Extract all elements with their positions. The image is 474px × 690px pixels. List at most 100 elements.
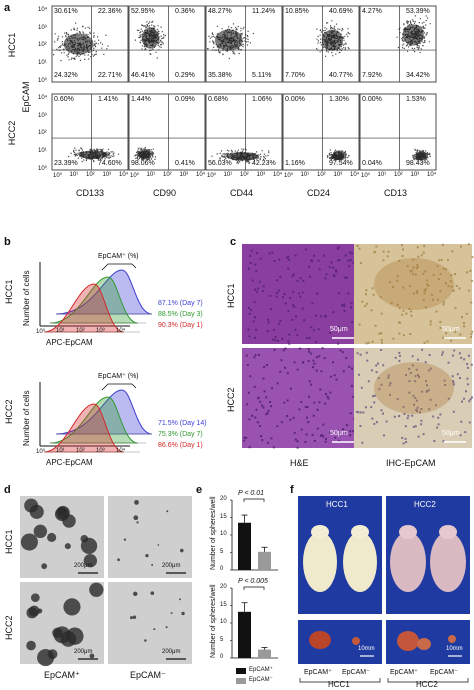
y-tick: 10³ (38, 112, 47, 119)
bar-ylabel: Number of spheres/well (210, 584, 217, 658)
column-label-2: CD44 (230, 188, 254, 198)
quadrant-tr: 1.06% (252, 96, 272, 103)
sphere-row-label-0: HCC1 (4, 529, 14, 554)
x-tick: 10² (317, 172, 326, 178)
legend-entry-2: 90.3% (Day 1) (158, 322, 203, 329)
quadrant-tl: 0.60% (54, 96, 74, 103)
quadrant-tr: 11.24% (252, 8, 276, 15)
legend-swatch (236, 668, 246, 674)
x-tick: 10⁰ (130, 173, 140, 179)
y-tick: 10¹ (38, 59, 47, 66)
bar-y-tick: 15 (220, 601, 227, 608)
flow-plot-0-3 (282, 5, 360, 83)
bar-legend-entry: EpCAM⁻ (249, 677, 273, 683)
histogram-x-tick: 10⁴ (116, 328, 126, 334)
bar-y-tick: 5 (220, 636, 224, 643)
panel-label-c: c (230, 236, 237, 248)
sphere-scale-label: 200μm (74, 649, 93, 655)
quadrant-tl: 0.00% (285, 96, 305, 103)
histogram-x-tick: 10⁴ (116, 448, 126, 454)
bar-1-1 (258, 649, 271, 658)
quadrant-tl: 0.68% (208, 96, 228, 103)
quadrant-tl: 52.95% (131, 8, 155, 15)
bar-y-tick: 5 (220, 548, 224, 555)
panel-a: HCC1 HCC2 EpCAM 30.61% 22.36% 24.32% 22.71%… (0, 0, 474, 232)
x-tick: 10⁰ (284, 173, 294, 179)
quadrant-tl: 48.27% (208, 8, 232, 15)
legend-entry-1: 88.5% (Day 3) (158, 311, 203, 318)
flow-cytometry-grid (51, 5, 437, 171)
histology-row-label-1: HCC2 (226, 387, 236, 412)
quadrant-bl: 35.38% (208, 72, 232, 79)
panel-label-b: b (4, 236, 11, 248)
quadrant-br: 42.23% (252, 160, 276, 167)
flow-plot-1-2 (205, 93, 283, 171)
quadrant-br: 74.60% (98, 160, 122, 167)
x-tick: 10³ (410, 172, 420, 178)
sphere-image-2 (20, 582, 104, 667)
x-tick: 10⁴ (350, 172, 360, 178)
quadrant-bl: 7.92% (362, 72, 382, 79)
histogram-x-tick: 10⁰ (36, 329, 46, 335)
bar-ylabel: Number of spheres/well (210, 496, 217, 570)
panel-e: 0 5 10 15 20 P < 0.01 Number of spheres/well 0 5… (196, 484, 290, 690)
histology-image-3 (354, 348, 473, 448)
x-tick: 10⁴ (427, 172, 437, 178)
quadrant-bl: 98.06% (131, 160, 155, 167)
quadrant-tl: 10.85% (285, 8, 309, 15)
sphere-images (20, 496, 192, 667)
quadrant-tr: 53.39% (406, 8, 430, 15)
legend-entry-1: 75.3% (Day 7) (158, 431, 203, 438)
column-label-3: CD24 (307, 188, 331, 198)
sphere-image-3 (108, 582, 192, 664)
quadrant-tr: 1.53% (406, 96, 426, 103)
histology-row-label-0: HCC1 (226, 283, 236, 308)
x-tick: 10¹ (223, 172, 233, 178)
histology-images (242, 243, 474, 449)
x-tick: 10³ (179, 172, 189, 178)
histogram-ylabel: Number of cells (22, 390, 31, 446)
histogram-1 (39, 382, 153, 453)
bar-y-tick: 0 (220, 654, 224, 660)
histogram-x-tick: 10² (76, 328, 85, 334)
group-bracket-label-1: HCC2 (416, 680, 438, 689)
quadrant-tr: 1.30% (329, 96, 349, 103)
histogram-overlays (39, 262, 153, 453)
bar-y-tick: 0 (220, 566, 224, 572)
histogram-x-tick: 10² (76, 448, 85, 454)
flow-plot-0-1 (128, 5, 206, 83)
bar-y-tick: 15 (220, 513, 227, 520)
bar-y-tick: 20 (220, 584, 227, 590)
x-tick: 10⁰ (207, 173, 217, 179)
gate-label: EpCAM⁺ (%) (98, 373, 139, 380)
x-tick: 10² (240, 172, 249, 178)
histogram-ylabel: Number of cells (22, 270, 31, 326)
mouse-group-label-1: HCC2 (414, 500, 436, 509)
group-bracket-label-0: HCC1 (328, 680, 350, 689)
bar-chart-1 (230, 586, 278, 659)
x-tick: 10⁴ (273, 172, 283, 178)
histogram-x-tick: 10¹ (56, 448, 65, 454)
bar-0-0 (238, 522, 251, 570)
scale-bar-label: 50μm (442, 326, 460, 333)
scale-bar-label: 50μm (330, 430, 348, 437)
quadrant-bl: 7.70% (285, 72, 305, 79)
flow-plot-1-0 (51, 93, 129, 171)
quadrant-br: 5.11% (252, 72, 272, 79)
legend-entry-0: 71.5% (Day 14) (158, 420, 207, 427)
x-tick: 10¹ (146, 172, 156, 178)
x-tick: 10⁰ (361, 173, 371, 179)
x-tick: 10³ (333, 172, 343, 178)
panel-label-a: a (4, 2, 11, 14)
y-tick: 10² (38, 130, 47, 136)
quadrant-br: 97.54% (329, 160, 353, 167)
histology-column-label-0: H&E (290, 458, 309, 468)
x-tick: 10² (163, 172, 172, 178)
y-tick: 10⁴ (38, 95, 48, 101)
p-value-label: P < 0.01 (238, 490, 265, 497)
condition-label-2: EpCAM⁺ (390, 669, 418, 676)
quadrant-tr: 40.69% (329, 8, 353, 15)
x-tick: 10² (394, 172, 403, 178)
quadrant-bl: 1.16% (285, 160, 305, 167)
x-tick: 10⁴ (119, 172, 129, 178)
